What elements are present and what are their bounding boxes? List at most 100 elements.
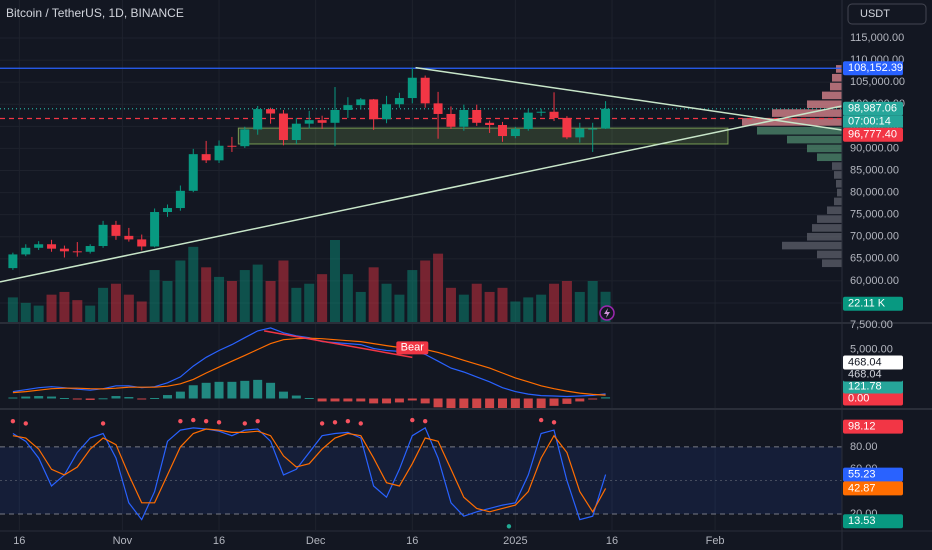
volume-bar — [471, 283, 482, 322]
volume-profile-row — [817, 215, 842, 223]
histogram-badge: 121.78 — [848, 380, 882, 392]
y-tick-label: 85,000.00 — [850, 164, 899, 176]
volume-profile-row — [807, 100, 842, 109]
histogram-bar — [188, 385, 198, 399]
volume-bar — [497, 287, 508, 322]
histogram-bar — [240, 380, 250, 399]
histogram-bar — [227, 381, 237, 399]
candle-body — [459, 109, 469, 127]
histogram-bar — [575, 398, 585, 402]
candle-body — [34, 244, 44, 248]
histogram-bar — [291, 395, 301, 399]
volume-profile-row — [822, 259, 842, 268]
x-tick-label: 16 — [406, 535, 418, 547]
signal-dot — [23, 421, 28, 426]
volume-bar — [536, 294, 547, 322]
volume-bar — [394, 294, 405, 322]
candle-body — [162, 208, 172, 213]
signal-dot — [216, 420, 222, 425]
histogram-bar — [175, 391, 185, 399]
candle-body — [330, 109, 340, 123]
volume-bar — [355, 291, 366, 322]
signal-dot — [319, 421, 325, 426]
countdown-bg — [843, 115, 903, 128]
signal-dot — [538, 417, 544, 423]
volume-bar — [175, 260, 186, 322]
price-badge-bg — [843, 127, 903, 142]
volume-badge: 22.11 K — [848, 298, 886, 310]
histogram-bar — [72, 398, 82, 400]
volume-bar — [458, 294, 469, 322]
volume-badge-bg — [843, 296, 903, 311]
histogram-bar — [111, 396, 121, 399]
volume-bar — [20, 302, 31, 322]
candle-body — [304, 120, 314, 124]
histogram-bar — [21, 396, 31, 399]
x-tick-label: 2025 — [503, 535, 527, 547]
histogram-bar — [510, 398, 520, 408]
candle-body — [420, 77, 430, 104]
x-tick-label: Feb — [706, 535, 725, 547]
histogram-bar — [523, 398, 533, 408]
histogram-bar — [98, 398, 108, 400]
candle-body — [291, 123, 301, 141]
histogram-bar — [601, 397, 611, 399]
volume-bar — [420, 260, 431, 322]
volume-bar — [407, 270, 418, 322]
y-tick-label: 80.00 — [850, 441, 878, 453]
stoch-panel — [0, 417, 842, 529]
histogram-bar — [278, 391, 288, 399]
currency-label[interactable]: USDT — [860, 8, 890, 20]
y-tick-label: 75,000.00 — [850, 209, 899, 221]
candle-body — [240, 129, 250, 147]
candle-body — [343, 105, 353, 110]
candle-body — [21, 247, 31, 255]
k-badge: 55.23 — [848, 469, 876, 481]
volume-bar — [214, 276, 225, 322]
candle-body — [382, 104, 392, 120]
candle-body — [137, 239, 147, 247]
histogram-bar — [433, 398, 443, 408]
volume-bar — [110, 283, 121, 322]
macd-badge-bg — [843, 367, 903, 382]
volume-bar — [7, 297, 18, 322]
zero-badge-bg — [843, 391, 903, 406]
volume-bar — [201, 267, 212, 322]
volume-bar — [59, 291, 70, 322]
volume-profile-row — [807, 232, 842, 241]
histogram-bar — [317, 398, 327, 402]
candle-body — [407, 77, 417, 99]
currency-button[interactable] — [847, 3, 927, 25]
candle-body — [588, 128, 598, 130]
volume-profile-row — [836, 179, 842, 188]
signal-dot — [10, 418, 16, 424]
y-tick-label: 65,000.00 — [850, 253, 899, 265]
histogram-bar — [201, 382, 211, 399]
histogram-bar — [536, 398, 546, 408]
price-badge-bg — [843, 101, 903, 116]
volume-bar — [574, 291, 585, 322]
candle-body — [59, 248, 69, 252]
volume-bar — [33, 305, 44, 322]
volume-bar — [484, 291, 495, 322]
macd-badge-bg — [843, 355, 903, 370]
volume-bar — [72, 300, 83, 322]
volume-bar — [136, 301, 147, 322]
histogram-bar — [497, 398, 507, 408]
macd-badge: 468.04 — [848, 356, 882, 368]
volume-bar — [445, 287, 456, 322]
volume-bar — [85, 305, 96, 322]
d-badge-bg — [843, 481, 903, 496]
candle-body — [111, 224, 121, 236]
candle-body — [317, 120, 327, 123]
volume-bar — [433, 253, 444, 322]
d-badge: 42.87 — [848, 482, 876, 494]
volume-bar — [46, 294, 57, 322]
price-badge-bg — [843, 61, 903, 76]
volume-profile-row — [812, 224, 842, 232]
candle-body — [497, 125, 507, 137]
symbol-title: Bitcoin / TetherUS, 1D, BINANCE — [6, 6, 184, 20]
histogram-bar — [356, 398, 366, 402]
